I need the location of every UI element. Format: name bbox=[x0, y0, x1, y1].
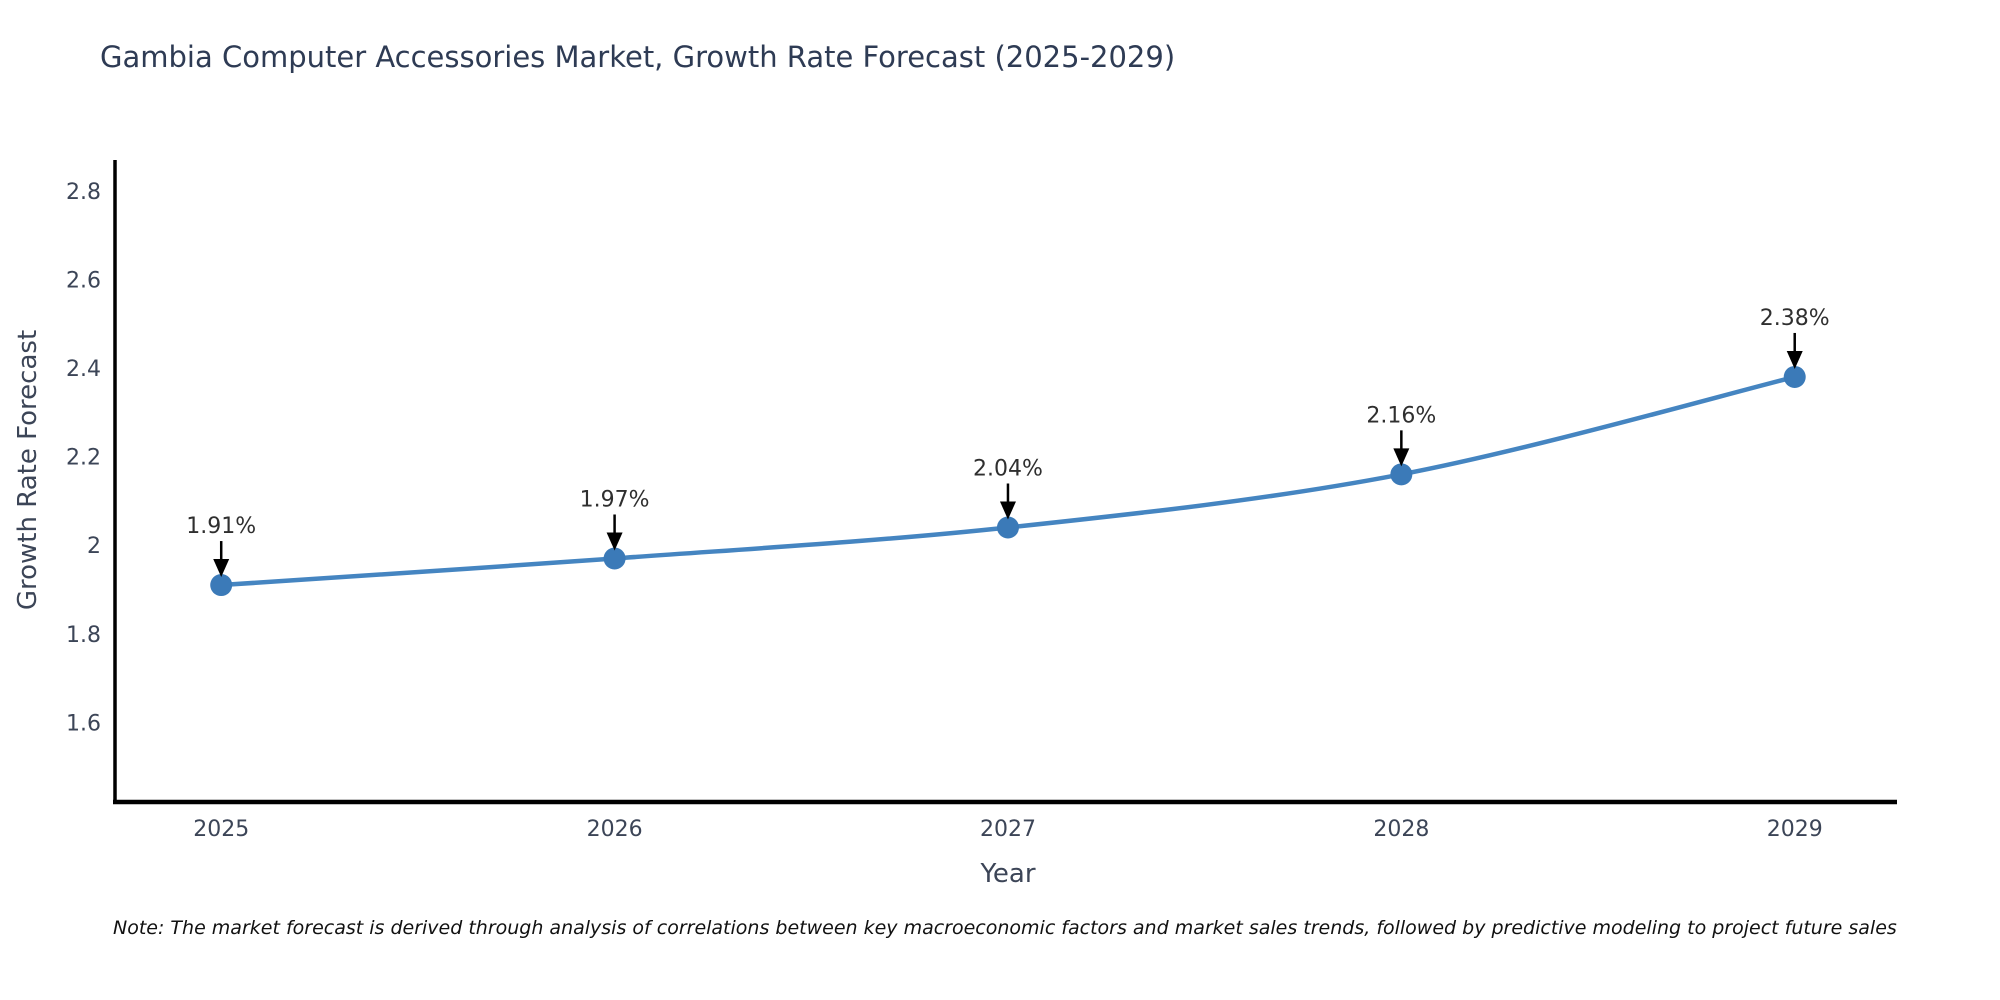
data-point-label: 1.91% bbox=[186, 514, 256, 539]
footnote-text: Note: The market forecast is derived thr… bbox=[113, 917, 1897, 939]
data-point-label: 2.16% bbox=[1366, 403, 1436, 428]
data-point-marker bbox=[210, 574, 233, 597]
x-tick-label: 2025 bbox=[193, 817, 249, 842]
data-point-label: 1.97% bbox=[580, 487, 650, 512]
x-tick-label: 2027 bbox=[980, 817, 1036, 842]
y-tick-label: 1.8 bbox=[66, 623, 101, 648]
data-point-label: 2.38% bbox=[1760, 306, 1830, 331]
y-tick-label: 2.4 bbox=[66, 357, 101, 382]
annotation-arrowhead bbox=[1786, 350, 1803, 369]
annotation-arrowhead bbox=[213, 559, 230, 578]
y-tick-label: 2.8 bbox=[66, 180, 101, 205]
x-tick-label: 2029 bbox=[1767, 817, 1823, 842]
data-point-label: 2.04% bbox=[973, 456, 1043, 481]
y-tick-label: 2 bbox=[87, 534, 101, 559]
data-point-marker bbox=[603, 547, 626, 570]
chart-title: Gambia Computer Accessories Market, Grow… bbox=[100, 40, 1176, 74]
x-tick-label: 2028 bbox=[1373, 817, 1429, 842]
y-tick-label: 2.2 bbox=[66, 446, 101, 471]
data-point-marker bbox=[996, 516, 1019, 539]
annotation-arrowhead bbox=[1393, 448, 1410, 467]
annotation-arrowhead bbox=[606, 532, 623, 551]
data-point-marker bbox=[1783, 365, 1806, 388]
x-tick-label: 2026 bbox=[587, 817, 643, 842]
x-axis-title: Year bbox=[980, 859, 1036, 889]
y-tick-label: 2.6 bbox=[66, 269, 101, 294]
annotation-arrowhead bbox=[999, 501, 1016, 520]
y-tick-label: 1.6 bbox=[66, 711, 101, 736]
data-point-marker bbox=[1390, 463, 1413, 486]
